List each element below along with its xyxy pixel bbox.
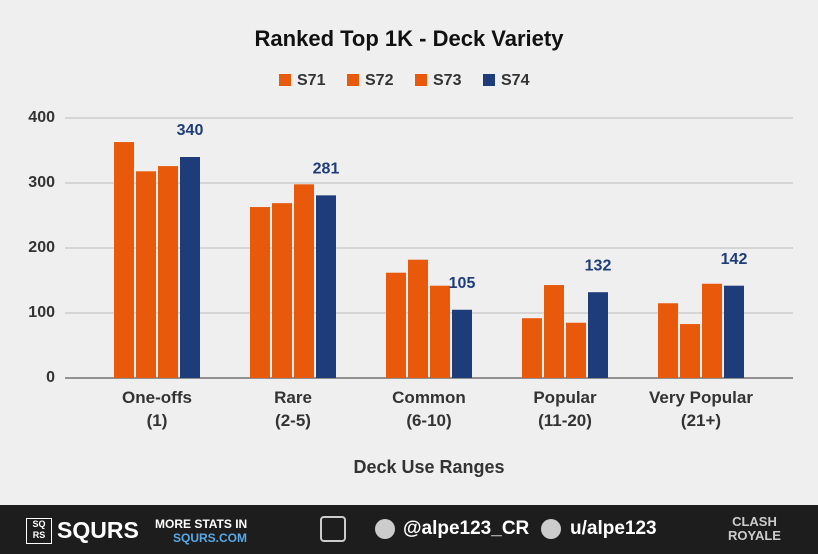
bar — [408, 259, 428, 378]
bar — [566, 322, 586, 378]
bar — [272, 203, 292, 378]
logo-icon: SQ RS — [26, 518, 52, 544]
x-tick-label: Common (6-10) — [392, 388, 466, 430]
legend-swatch — [415, 74, 427, 86]
reddit: u/alpe123 — [570, 518, 657, 539]
reddit-icon — [541, 519, 561, 539]
bar — [180, 157, 200, 378]
bar — [136, 171, 156, 378]
data-label: 281 — [313, 161, 340, 178]
twitter: @alpe123_CR — [403, 518, 530, 539]
bar — [544, 285, 564, 378]
data-label: 105 — [449, 275, 476, 292]
legend-label: S74 — [501, 72, 530, 89]
promo: MORE STATS IN — [155, 517, 248, 531]
game-bottom: ROYALE — [728, 528, 781, 543]
logo-top: SQ — [32, 519, 46, 529]
bar — [430, 285, 450, 378]
legend-label: S72 — [365, 72, 394, 89]
legend-swatch — [279, 74, 291, 86]
bar — [294, 184, 314, 378]
x-axis-label: Deck Use Ranges — [353, 457, 504, 477]
chart: Ranked Top 1K - Deck Variety Deck Use Ra… — [28, 26, 793, 477]
x-tick-label: Rare (2-5) — [274, 388, 312, 430]
x-tick-label: Popular (11-20) — [533, 388, 597, 430]
logo-bottom: RS — [32, 530, 46, 540]
y-tick-label: 400 — [28, 109, 55, 126]
legend-label: S73 — [433, 72, 462, 89]
bar — [588, 292, 608, 378]
twitter-icon — [375, 519, 395, 539]
bar — [658, 303, 678, 378]
bar — [680, 324, 700, 378]
bar — [386, 272, 406, 378]
y-tick-label: 100 — [28, 304, 55, 321]
legend-swatch — [347, 74, 359, 86]
game-top: CLASH — [732, 514, 777, 529]
footer: SQ RS SQURS MORE STATS IN SQURS.COM @alpe… — [0, 505, 818, 554]
site: SQURS.COM — [173, 531, 248, 545]
data-label: 132 — [585, 257, 612, 274]
bar — [316, 195, 336, 378]
legend-swatch — [483, 74, 495, 86]
bar — [114, 142, 134, 378]
bar — [522, 318, 542, 378]
bar — [452, 309, 472, 378]
y-tick-label: 0 — [46, 369, 55, 386]
bar — [724, 285, 744, 378]
x-tick-label: Very Popular (21+) — [649, 388, 753, 430]
data-label: 142 — [721, 251, 748, 268]
bar — [250, 207, 270, 378]
brand: SQURS — [57, 517, 139, 543]
x-tick-label: One-offs (1) — [122, 388, 192, 430]
bar — [702, 283, 722, 378]
game-logo: CLASH ROYALE — [728, 515, 781, 543]
bar — [158, 166, 178, 378]
icon — [320, 516, 346, 542]
legend-label: S71 — [297, 72, 326, 89]
data-label: 340 — [177, 122, 204, 139]
chart-title: Ranked Top 1K - Deck Variety — [255, 26, 565, 51]
y-tick-label: 200 — [28, 239, 55, 256]
y-tick-label: 300 — [28, 174, 55, 191]
